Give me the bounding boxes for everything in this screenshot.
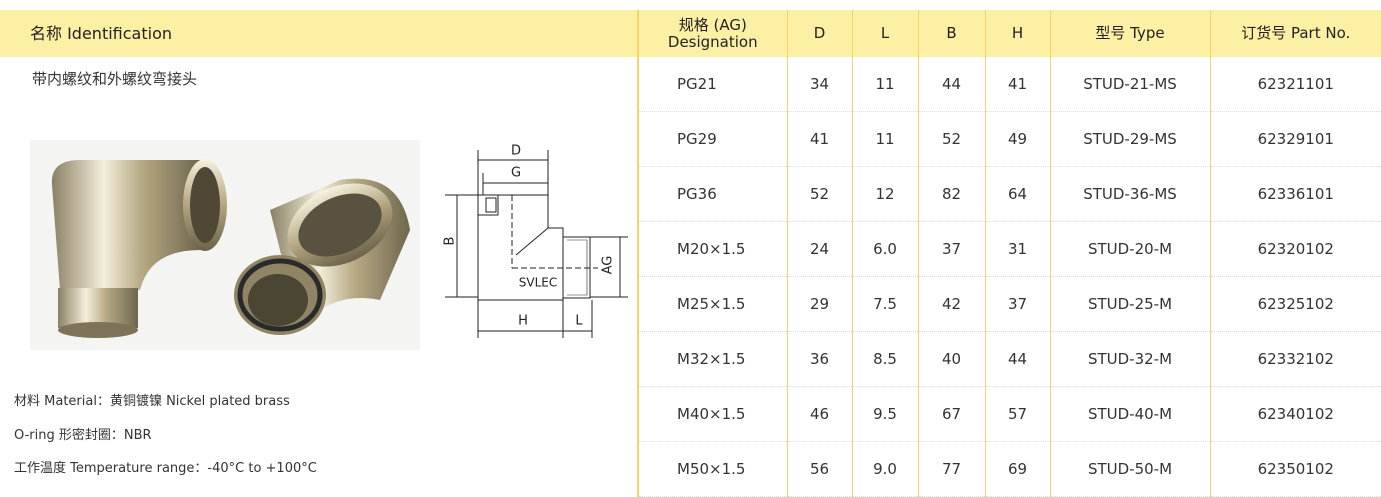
column-header: B	[918, 10, 986, 57]
table-cell: 37	[918, 221, 986, 277]
table-row: M40×1.5 46 9.5 67 57 STUD-40-M 62340102	[638, 386, 1381, 442]
table-cell: STUD-50-M	[1050, 441, 1211, 497]
table-row: M20×1.5 24 6.0 37 31 STUD-20-M 62320102	[638, 221, 1381, 277]
table-cell: 12	[852, 166, 919, 222]
table-cell: 62325102	[1210, 276, 1381, 332]
table-cell: 36	[787, 331, 853, 387]
table-cell: 9.0	[852, 441, 919, 497]
elbow-photo-2	[234, 178, 410, 335]
dim-label: L	[575, 314, 583, 329]
table-cell: 46	[787, 386, 853, 442]
table-cell: STUD-36-MS	[1050, 166, 1211, 222]
table-cell: 52	[787, 166, 853, 222]
brand-label: SVLEC	[519, 276, 557, 290]
table-cell: 31	[985, 221, 1051, 277]
dim-label: B	[443, 237, 458, 246]
table-cell: 37	[985, 276, 1051, 332]
table-cell: 40	[918, 331, 986, 387]
table-cell: PG21	[638, 57, 788, 112]
table-cell: 8.5	[852, 331, 919, 387]
column-header: 型号 Type	[1050, 10, 1211, 57]
table-cell: 42	[918, 276, 986, 332]
table-row: M32×1.5 36 8.5 40 44 STUD-32-M 62332102	[638, 331, 1381, 387]
table-row: M25×1.5 29 7.5 42 37 STUD-25-M 62325102	[638, 276, 1381, 332]
table-cell: 67	[918, 386, 986, 442]
column-header: 规格 (AG) Designation	[638, 10, 788, 57]
dim-label: D	[511, 144, 521, 159]
table-cell: 62329101	[1210, 111, 1381, 167]
header-row: 规格 (AG) Designation D L B H 型号 Type 订货号 Part No…	[638, 10, 1381, 57]
left-header: 名称 Identification	[0, 10, 637, 57]
spec-table: 规格 (AG) Designation D L B H 型号 Type 订货号 Part No…	[637, 10, 1381, 497]
column-header-line: 规格 (AG)	[678, 15, 747, 34]
column-header: D	[787, 10, 853, 57]
table-row: PG36 52 12 82 64 STUD-36-MS 62336101	[638, 166, 1381, 222]
table-row: M50×1.5 56 9.0 77 69 STUD-50-M 62350102	[638, 441, 1381, 497]
table-cell: 41	[985, 57, 1051, 112]
table-cell: 69	[985, 441, 1051, 497]
elbow-photo-1	[51, 159, 227, 338]
column-header: 订货号 Part No.	[1210, 10, 1381, 57]
table-cell: 11	[852, 111, 919, 167]
table-cell: STUD-25-M	[1050, 276, 1211, 332]
column-header: H	[985, 10, 1051, 57]
spec-line: 工作温度 Temperature range：-40°C to +100°C	[14, 461, 317, 476]
table-row: PG21 34 11 44 41 STUD-21-MS 62321101	[638, 57, 1381, 112]
table-cell: 62332102	[1210, 331, 1381, 387]
table-cell: 56	[787, 441, 853, 497]
dim-label: AG	[601, 256, 616, 275]
column-header-line: Designation	[667, 32, 758, 51]
table-cell: 57	[985, 386, 1051, 442]
table-cell: 7.5	[852, 276, 919, 332]
dim-label: G	[511, 166, 521, 181]
spec-line: 材料 Material：黄铜镀镍 Nickel plated brass	[14, 394, 290, 409]
table-cell: 49	[985, 111, 1051, 167]
table-cell: 34	[787, 57, 853, 112]
table-cell: 44	[918, 57, 986, 112]
spec-line: O-ring 形密封圈：NBR	[14, 428, 152, 443]
column-header: L	[852, 10, 919, 57]
technical-drawing	[445, 150, 628, 338]
dim-label: H	[518, 314, 528, 329]
table-cell: 62336101	[1210, 166, 1381, 222]
table-cell: 24	[787, 221, 853, 277]
table-cell: 62350102	[1210, 441, 1381, 497]
table-cell: STUD-20-M	[1050, 221, 1211, 277]
table-cell: STUD-32-M	[1050, 331, 1211, 387]
table-cell: M20×1.5	[638, 221, 788, 277]
table-cell: 52	[918, 111, 986, 167]
table-cell: 62320102	[1210, 221, 1381, 277]
table-cell: M40×1.5	[638, 386, 788, 442]
table-cell: 6.0	[852, 221, 919, 277]
table-cell: STUD-29-MS	[1050, 111, 1211, 167]
table-row: PG29 41 11 52 49 STUD-29-MS 62329101	[638, 111, 1381, 167]
product-name: 带内螺纹和外螺纹弯接头	[32, 70, 198, 88]
table-cell: 77	[918, 441, 986, 497]
table-cell: 9.5	[852, 386, 919, 442]
table-cell: 29	[787, 276, 853, 332]
table-cell: 11	[852, 57, 919, 112]
table-cell: PG36	[638, 166, 788, 222]
table-cell: 41	[787, 111, 853, 167]
table-cell: M50×1.5	[638, 441, 788, 497]
product-art: D G B AG SVLEC H L	[30, 140, 628, 350]
table-cell: STUD-40-M	[1050, 386, 1211, 442]
table-cell: 62340102	[1210, 386, 1381, 442]
table-cell: M32×1.5	[638, 331, 788, 387]
table-cell: M25×1.5	[638, 276, 788, 332]
table-cell: 64	[985, 166, 1051, 222]
table-cell: 82	[918, 166, 986, 222]
table-cell: 62321101	[1210, 57, 1381, 112]
table-cell: 44	[985, 331, 1051, 387]
table-cell: STUD-21-MS	[1050, 57, 1211, 112]
table-cell: PG29	[638, 111, 788, 167]
